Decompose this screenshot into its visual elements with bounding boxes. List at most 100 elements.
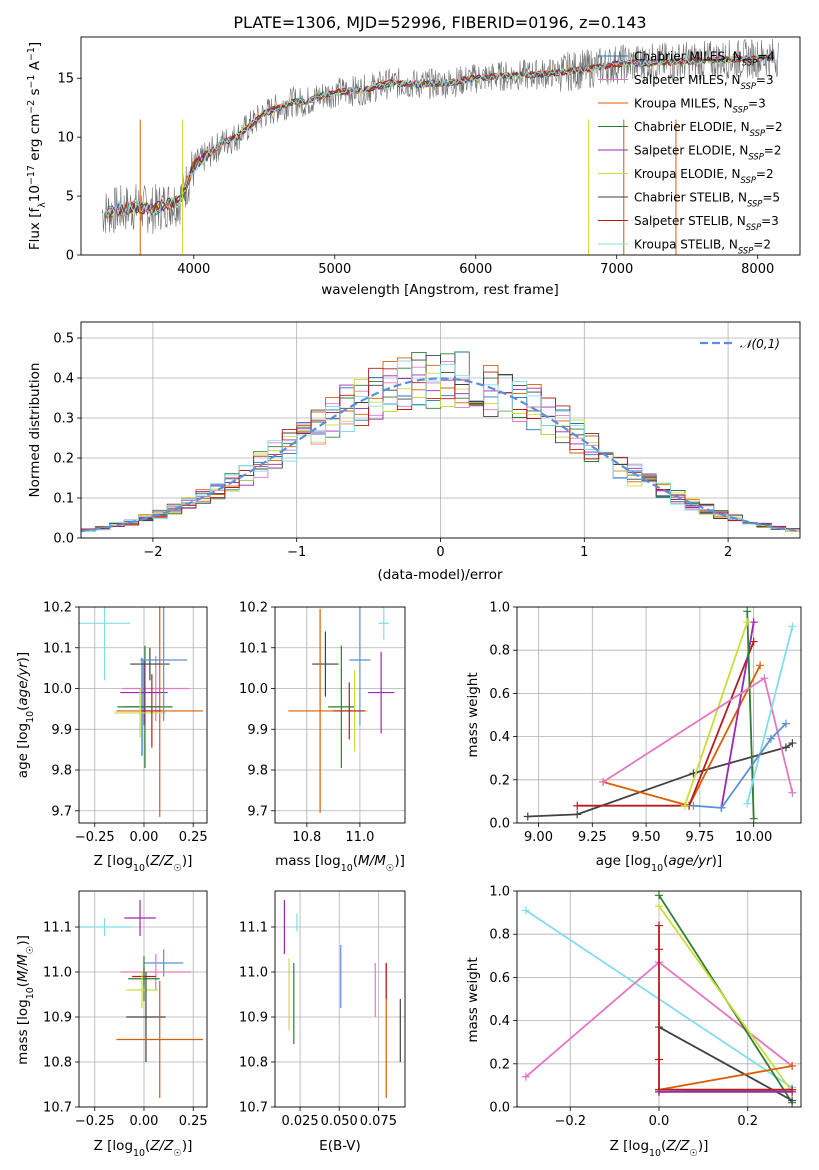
weight-point-marker [749, 814, 758, 823]
x-axis-label: Z [log10(Z/Z☉)] [94, 853, 193, 874]
x-tick-label: −1 [287, 545, 306, 560]
weight-point-marker [717, 803, 726, 812]
y-tick-label: 10.0 [239, 682, 268, 697]
y-tick-label: 0.2 [53, 452, 74, 467]
y-axis-label: mass [log10(M/M☉)] [15, 935, 36, 1065]
model-spectrum-line [106, 53, 772, 217]
y-tick-label: 0.8 [489, 928, 510, 943]
x-tick-label: 11.0 [345, 830, 374, 845]
legend-entry: Kroupa ELODIE, NSSP=2 [634, 167, 774, 185]
x-tick-label: 6000 [459, 262, 492, 277]
x-axis-label: wavelength [Angstrom, rest frame] [321, 282, 559, 298]
spectrum-legend: Chabrier MILES, NSSP=4 Salpeter MILES, NS… [598, 50, 783, 256]
axes-frame [274, 890, 406, 1108]
x-tick-label: 10.00 [735, 830, 772, 845]
age-vs-metallicity-panel: −0.25 0.00 0.25 9.7 9.8 9.9 10.0 10.1 10.2 [43, 601, 208, 846]
y-tick-label: 15 [57, 72, 74, 87]
x-tick-label: 0.00 [130, 830, 159, 845]
y-axis-label: age [log10(age/yr)] [15, 652, 36, 778]
x-tick-label: 0 [436, 545, 444, 560]
x-tick-label: 0.025 [281, 1114, 318, 1129]
y-tick-label: 1.0 [489, 601, 510, 616]
y-tick-label: 0.2 [489, 1057, 510, 1072]
y-tick-label: 9.7 [51, 804, 72, 819]
mass-vs-metallicity-panel: −0.25 0.00 0.25 10.7 10.8 10.9 11.0 11.1 [43, 890, 208, 1129]
y-tick-label: 0.4 [53, 372, 74, 387]
x-axis-label: mass [log10(M/M☉)] [275, 853, 405, 874]
weight-series-line [658, 905, 793, 1093]
weight-point-marker [788, 1085, 797, 1094]
weight-series-line [658, 1026, 793, 1102]
legend-entry: 𝒩(0,1) [740, 337, 780, 351]
model-spectrum-line [105, 54, 772, 217]
x-tick-label: 0.075 [360, 1114, 397, 1129]
y-tick-label: 10.7 [239, 1101, 268, 1116]
residual-histogram-panel-plot-area [81, 322, 800, 538]
y-tick-label: 10.9 [43, 1011, 72, 1026]
y-tick-label: 0.0 [489, 1101, 510, 1116]
y-tick-label: 0.2 [489, 773, 510, 788]
weight-series-line [746, 626, 794, 804]
y-tick-label: 5 [66, 190, 74, 205]
y-tick-label: 9.8 [247, 764, 268, 779]
y-axis-label: mass weight [465, 957, 481, 1042]
x-tick-label: 10.8 [292, 830, 321, 845]
legend-entry: Salpeter STELIB, NSSP=3 [634, 214, 779, 232]
x-tick-label: 1 [580, 545, 588, 560]
x-tick-label: 0.25 [179, 830, 208, 845]
age-vs-mass-panel: 10.8 11.0 9.7 9.8 9.9 10.0 10.1 10.2 [239, 601, 406, 845]
x-axis-label: (data-model)/error [377, 567, 503, 583]
legend-entry: Kroupa STELIB, NSSP=2 [634, 238, 771, 256]
y-tick-label: 11.0 [43, 966, 72, 981]
y-tick-label: 10.2 [239, 601, 268, 616]
weight-vs-age-panel: 9.00 9.25 9.50 9.75 10.00 0.0 0.2 0.4 0.6 0.8 1.0 [489, 601, 802, 845]
y-tick-label: 0.6 [489, 971, 510, 986]
axes-frame [516, 890, 802, 1108]
weight-series-line [693, 722, 787, 809]
x-tick-label: −0.2 [554, 1114, 586, 1129]
weight-point-marker [521, 1072, 530, 1081]
y-tick-label: 11.1 [239, 921, 268, 936]
axes-frame [78, 606, 208, 824]
weight-point-marker [680, 801, 689, 810]
x-tick-label: 0.25 [179, 1114, 208, 1129]
axes-frame [80, 321, 801, 539]
weight-point-marker [760, 674, 769, 683]
y-tick-label: 9.7 [247, 804, 268, 819]
x-axis-label: age [log10(age/yr)] [596, 853, 722, 874]
axes-frame [78, 890, 208, 1108]
x-tick-label: 4000 [177, 262, 210, 277]
weight-point-marker [689, 801, 698, 810]
y-tick-label: 0.0 [489, 817, 510, 832]
normal-reference-curve [81, 377, 800, 533]
residual-histogram-panel: −2 −1 0 1 2 0.0 0.1 0.2 0.3 0.4 0.5 [53, 321, 801, 560]
weight-point-marker [788, 1096, 797, 1105]
weight-point-marker [743, 607, 752, 616]
weight-series-line [683, 621, 749, 806]
weight-point-marker [655, 1085, 663, 1094]
y-tick-label: 1.0 [489, 885, 510, 900]
weight-point-marker [655, 1055, 663, 1064]
weight-point-marker [743, 618, 752, 627]
x-tick-label: 8000 [741, 262, 774, 277]
y-tick-label: 0.5 [53, 332, 74, 347]
y-tick-label: 10.8 [239, 1056, 268, 1071]
legend-entry: Salpeter MILES, NSSP=3 [634, 73, 774, 91]
axes-frame [80, 36, 801, 256]
weight-point-marker [655, 902, 663, 911]
y-axis-label: mass weight [465, 672, 481, 757]
y-tick-label: 10.1 [43, 641, 72, 656]
weight-point-marker [756, 661, 765, 670]
x-tick-label: 0.0 [649, 1114, 670, 1129]
weight-point-marker [788, 788, 797, 797]
legend-entry: Chabrier MILES, NSSP=4 [634, 50, 775, 68]
x-tick-label: −0.25 [75, 830, 115, 845]
y-tick-label: 10.9 [239, 1011, 268, 1026]
x-tick-label: 9.50 [632, 830, 661, 845]
weight-point-marker [788, 1061, 797, 1070]
weight-point-marker [743, 799, 752, 808]
age-vs-metallicity-panel-plot-area [79, 607, 207, 823]
y-tick-label: 10.1 [239, 641, 268, 656]
y-tick-label: 0.3 [53, 412, 74, 427]
y-tick-label: 0.0 [53, 532, 74, 547]
